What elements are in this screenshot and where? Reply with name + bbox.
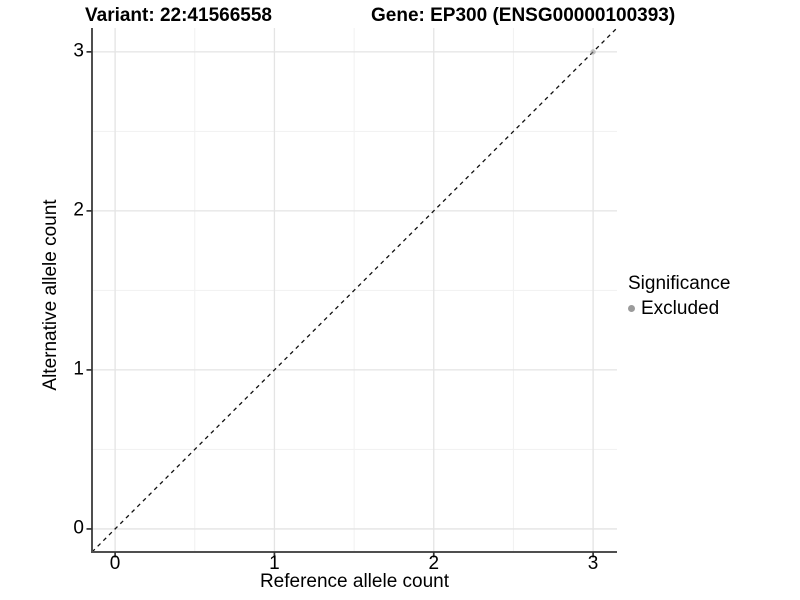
legend: Significance Excluded <box>628 272 730 320</box>
x-axis-title: Reference allele count <box>259 571 450 592</box>
plot-title-variant: Variant: 22:41566558 <box>85 5 272 26</box>
data-point-excluded <box>590 49 596 55</box>
excluded-point-swatch-icon <box>628 305 635 312</box>
plot-title-gene: Gene: EP300 (ENSG00000100393) <box>371 5 676 26</box>
y-tick-label: 1 <box>73 358 84 380</box>
legend-item-label: Excluded <box>641 298 720 319</box>
x-tick-label: 3 <box>587 553 599 574</box>
identity-reference-line <box>91 27 618 553</box>
x-tick-label: 2 <box>428 553 440 574</box>
legend-item-excluded: Excluded <box>628 297 730 320</box>
y-tick-label: 0 <box>73 517 84 539</box>
y-tick-label: 2 <box>73 199 84 221</box>
x-tick-label: 1 <box>269 553 280 574</box>
y-tick-label: 3 <box>73 40 84 62</box>
x-tick-label: 0 <box>109 553 121 574</box>
legend-title: Significance <box>628 273 731 294</box>
